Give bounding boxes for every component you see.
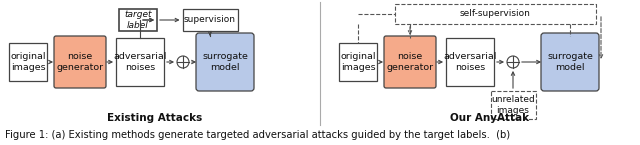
Bar — [339, 43, 377, 81]
Text: noise
generator: noise generator — [56, 52, 104, 72]
Bar — [182, 9, 237, 31]
Text: unrelated
images: unrelated images — [491, 95, 535, 115]
Text: original
images: original images — [10, 52, 45, 72]
Text: adversarial
noises: adversarial noises — [444, 52, 497, 72]
Bar — [116, 38, 164, 86]
FancyBboxPatch shape — [196, 33, 254, 91]
Bar — [9, 43, 47, 81]
FancyBboxPatch shape — [541, 33, 599, 91]
Text: adversarial
noises: adversarial noises — [113, 52, 166, 72]
Text: self-supervision: self-supervision — [460, 10, 531, 19]
FancyBboxPatch shape — [384, 36, 436, 88]
Text: original
images: original images — [340, 52, 376, 72]
Bar — [394, 4, 595, 24]
Text: noise
generator: noise generator — [387, 52, 433, 72]
Bar — [490, 91, 536, 119]
FancyBboxPatch shape — [54, 36, 106, 88]
Text: Figure 1: (a) Existing methods generate targeted adversarial attacks guided by t: Figure 1: (a) Existing methods generate … — [5, 130, 510, 140]
Text: Our AnyAttak: Our AnyAttak — [451, 113, 529, 123]
Text: Existing Attacks: Existing Attacks — [108, 113, 203, 123]
Text: supervision: supervision — [184, 16, 236, 25]
Bar — [446, 38, 494, 86]
Text: target
label: target label — [124, 10, 152, 30]
Text: surrogate
model: surrogate model — [547, 52, 593, 72]
Text: surrogate
model: surrogate model — [202, 52, 248, 72]
Bar — [119, 9, 157, 31]
